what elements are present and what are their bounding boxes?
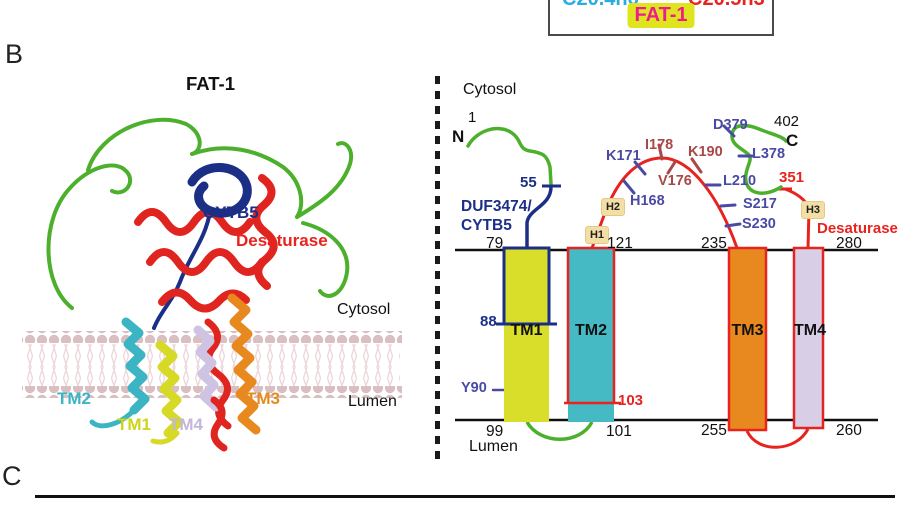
legend-fat1-chip: FAT-1 [627, 3, 695, 28]
tm1-helix [155, 340, 184, 438]
c-terminus-label: C [786, 131, 799, 150]
residue-1-label: 1 [468, 109, 477, 126]
h3-helix-box: H3 [801, 201, 825, 219]
structure-title: FAT-1 [186, 73, 235, 94]
residue-103-label: 103 [618, 392, 644, 409]
duf3474-label: DUF3474/ [461, 198, 532, 215]
residue-101-label: 101 [606, 423, 632, 440]
tm1-navy-outline [502, 246, 551, 324]
tm2-rect [568, 248, 614, 422]
residue-55-label: 55 [520, 174, 537, 191]
v176-tick [666, 160, 677, 175]
residue-88-label: 88 [480, 313, 497, 330]
lumen-label-topology: Lumen [469, 438, 518, 455]
tm4-rect [792, 246, 825, 430]
residue-l210-label: L210 [723, 173, 757, 189]
n-terminal-green-loop [466, 126, 553, 186]
tm-helices [89, 293, 261, 452]
h168-tick [622, 179, 636, 195]
tm2-red-outline [566, 246, 616, 403]
residue-235-label: 235 [701, 235, 727, 252]
cytb5-helix [187, 163, 252, 218]
panel-divider-dashed-line [435, 76, 440, 464]
residue-s230-label: S230 [742, 216, 776, 232]
cytb5-navy-linker [525, 185, 553, 251]
residue-v176-label: V176 [658, 173, 692, 189]
tm1-label-3d: TM1 [117, 415, 151, 434]
i178-tick [657, 143, 664, 161]
residue-k190-label: K190 [688, 144, 723, 160]
legend-box: C20.4n6 C20.5n3 FAT-1 [548, 0, 774, 36]
residue-255-label: 255 [701, 422, 727, 439]
legend-product-label: C20.5n3 [688, 0, 765, 10]
tm2-helix [121, 317, 150, 415]
cytosol-label-left: Cytosol [337, 301, 391, 318]
panel-c-label: C [2, 461, 22, 491]
residue-l378-label: L378 [752, 146, 786, 162]
residue-79-label: 79 [486, 235, 504, 252]
tm3-label: TM3 [731, 322, 764, 339]
residue-ticks [491, 124, 754, 392]
residue-s217-label: S217 [743, 196, 777, 212]
tm3-helix [227, 293, 261, 435]
residue-y90-label: Y90 [461, 380, 487, 396]
desaturase-label: Desaturase [236, 231, 328, 250]
residue-351-label: 351 [779, 169, 805, 186]
residue-280-label: 280 [836, 235, 862, 252]
tm2-helix-tail [89, 407, 137, 429]
residue-99-label: 99 [486, 423, 504, 440]
d379-tick [722, 124, 736, 138]
residue-i178-label: I178 [645, 137, 674, 153]
s217-tick [719, 203, 737, 208]
tm2-label: TM2 [575, 322, 607, 339]
residue-h168-label: H168 [630, 193, 665, 209]
panel-c-rule [35, 495, 895, 498]
tm1-label: TM1 [510, 322, 543, 339]
green-loop-ribbons [46, 117, 353, 310]
h1-helix-box: H1 [585, 226, 609, 244]
residue-260-label: 260 [836, 422, 862, 439]
k190-tick [690, 157, 703, 174]
lumen-label-left: Lumen [348, 393, 397, 410]
tm3-label-3d: TM3 [246, 389, 280, 408]
residue-121-label: 121 [607, 235, 633, 252]
cytb5-label: CYTB5 [203, 203, 259, 222]
desaturase-label-topology: Desaturase [817, 220, 898, 237]
k171-tick [633, 160, 647, 176]
panel-b-label: B [5, 39, 24, 69]
c-terminal-green-loop [730, 123, 788, 195]
lumenal-green-loop [525, 421, 594, 441]
lumenal-red-loop [745, 428, 810, 449]
legend-substrate-label: C20.4n6 [562, 0, 639, 10]
h3-red-linker [784, 187, 811, 250]
cytb5-label-topology: CYTB5 [461, 217, 512, 234]
cytosol-label-topology: Cytosol [463, 81, 517, 98]
tm4-label: TM4 [794, 322, 826, 339]
tm3-rect [727, 246, 768, 432]
tm1-helix-tail [150, 430, 180, 445]
structure-3d-rendering [22, 117, 402, 452]
topology-diagram [455, 123, 878, 449]
h2-helix-box: H2 [601, 198, 625, 216]
residue-402-label: 402 [774, 113, 800, 130]
tm4-label-3d: TM4 [169, 415, 203, 434]
tm4-helix [193, 325, 221, 412]
tm2-label-3d: TM2 [57, 389, 91, 408]
residue-d379-label: D379 [713, 117, 748, 133]
cytb5-strand [152, 210, 212, 330]
s230-tick [724, 222, 742, 228]
tm1-rect [504, 248, 549, 422]
red-lumenal-helix [210, 396, 228, 452]
n-terminus-label: N [452, 127, 465, 146]
residue-k171-label: K171 [606, 148, 641, 164]
